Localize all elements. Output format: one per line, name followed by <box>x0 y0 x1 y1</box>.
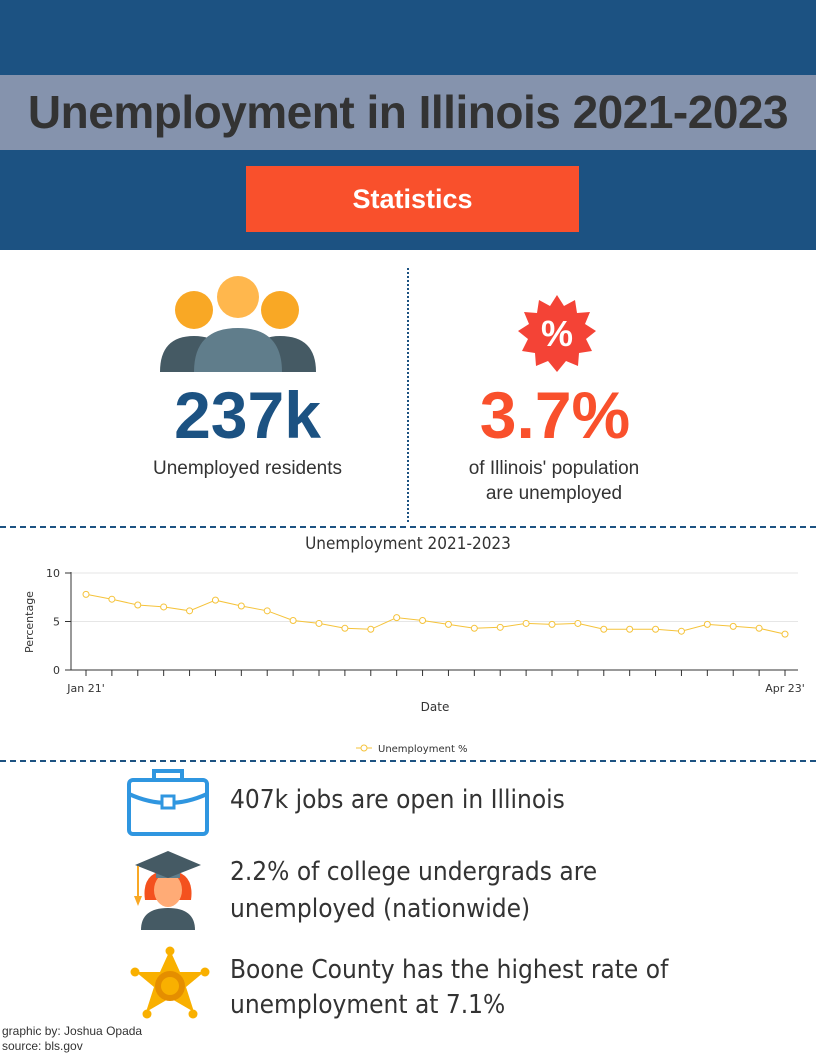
data-point <box>237 602 245 610</box>
fact-college-line1: 2.2% of college undergrads are <box>230 857 598 887</box>
chart-legend: Unemployment % <box>356 744 468 755</box>
statistics-badge: Statistics <box>246 166 579 232</box>
data-point <box>82 590 90 598</box>
legend-point-marker <box>360 744 368 752</box>
unemployment-rate: 3.7% <box>479 378 631 452</box>
data-point <box>470 624 478 632</box>
fact-jobs-open: 407k jobs are open in Illinois <box>230 785 565 815</box>
percent-symbol: % <box>541 313 573 354</box>
data-point <box>367 625 375 633</box>
y-tick-label: 5 <box>53 616 60 629</box>
y-axis-label: Percentage <box>23 591 36 653</box>
unemployed-label: Unemployed residents <box>152 458 343 479</box>
title-band <box>0 75 816 150</box>
data-point <box>626 625 634 633</box>
data-point <box>677 627 685 635</box>
line-chart: 0 5 10 Percentage Date Jan 21' Apr 23' Une… <box>23 567 805 755</box>
people-icon <box>160 276 316 372</box>
data-point <box>755 624 763 632</box>
data-point <box>574 619 582 627</box>
x-axis-label: Date <box>421 700 450 714</box>
data-point <box>134 601 142 609</box>
data-point <box>289 617 297 625</box>
fact-college-line2: unemployed (nationwide) <box>230 894 531 924</box>
data-point <box>419 617 427 625</box>
sheriff-star-icon <box>130 946 210 1019</box>
page-title: Unemployment in Illinois 2021-2023 <box>27 86 789 138</box>
data-point <box>186 607 194 615</box>
rate-label-line1: of Illinois' population <box>468 458 640 479</box>
x-tick-label-last: Apr 23' <box>765 682 805 695</box>
data-point <box>652 625 660 633</box>
data-point <box>444 620 452 628</box>
data-point <box>393 614 401 622</box>
data-point <box>496 623 504 631</box>
credit-author: graphic by: Joshua Opada <box>2 1024 143 1038</box>
data-point <box>263 607 271 615</box>
percent-badge-icon: % <box>518 295 596 372</box>
data-point <box>160 603 168 611</box>
y-tick-label: 10 <box>46 567 60 580</box>
unemployed-count: 237k <box>174 378 321 452</box>
data-point <box>729 622 737 630</box>
rate-label-line2: are unemployed <box>485 483 623 504</box>
data-point <box>522 619 530 627</box>
briefcase-icon <box>127 769 209 836</box>
percent-badge-shape <box>518 295 596 372</box>
fact-boone-line1: Boone County has the highest rate of <box>230 955 669 985</box>
data-point <box>341 624 349 632</box>
data-point <box>108 595 116 603</box>
fact-boone-line2: unemployment at 7.1% <box>230 990 506 1020</box>
y-tick-label: 0 <box>53 664 60 677</box>
chart-title: Unemployment 2021-2023 <box>305 534 511 554</box>
data-point <box>703 620 711 628</box>
legend-label: Unemployment % <box>378 744 468 755</box>
vertical-divider <box>407 268 409 522</box>
series-line-unemployment <box>85 593 786 635</box>
data-point <box>211 596 219 604</box>
data-point <box>600 625 608 633</box>
data-point <box>315 619 323 627</box>
section-divider-bottom <box>0 760 816 762</box>
data-point <box>548 620 556 628</box>
credit-source: source: bls.gov <box>2 1039 83 1053</box>
section-divider-top <box>0 526 816 528</box>
data-point <box>781 630 789 638</box>
x-tick-label-first: Jan 21' <box>66 682 104 695</box>
graduate-icon <box>134 851 201 930</box>
